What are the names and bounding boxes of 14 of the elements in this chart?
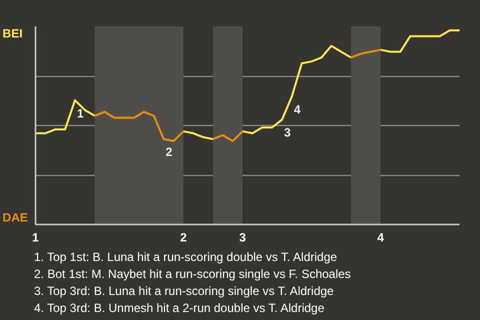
text: BEI xyxy=(2,26,23,40)
text: 2. Bot 1st: M. Naybet hit a run-scoring single vs F. Schoales xyxy=(34,266,351,283)
annotation: 4 xyxy=(294,102,301,116)
x-tick-label: 2 xyxy=(180,230,188,244)
x-tick-label: 1 xyxy=(32,230,40,244)
text: 3. Top 3rd: B. Luna hit a run-scoring single vs T. Aldridge xyxy=(34,283,335,300)
annotation: 1 xyxy=(76,106,84,120)
x-tick-label: 4 xyxy=(377,230,384,244)
text: 1. Top 1st: B. Luna hit a run-scoring double vs T. Aldridge xyxy=(34,249,338,266)
annotation: 2 xyxy=(166,145,173,160)
text: 4. Top 3rd: B. Unmesh hit a 2-run double vs T. Aldridge xyxy=(34,300,326,317)
annotation: 3 xyxy=(284,126,292,140)
text: DAE xyxy=(2,210,28,224)
x-tick-label: 3 xyxy=(239,230,246,244)
